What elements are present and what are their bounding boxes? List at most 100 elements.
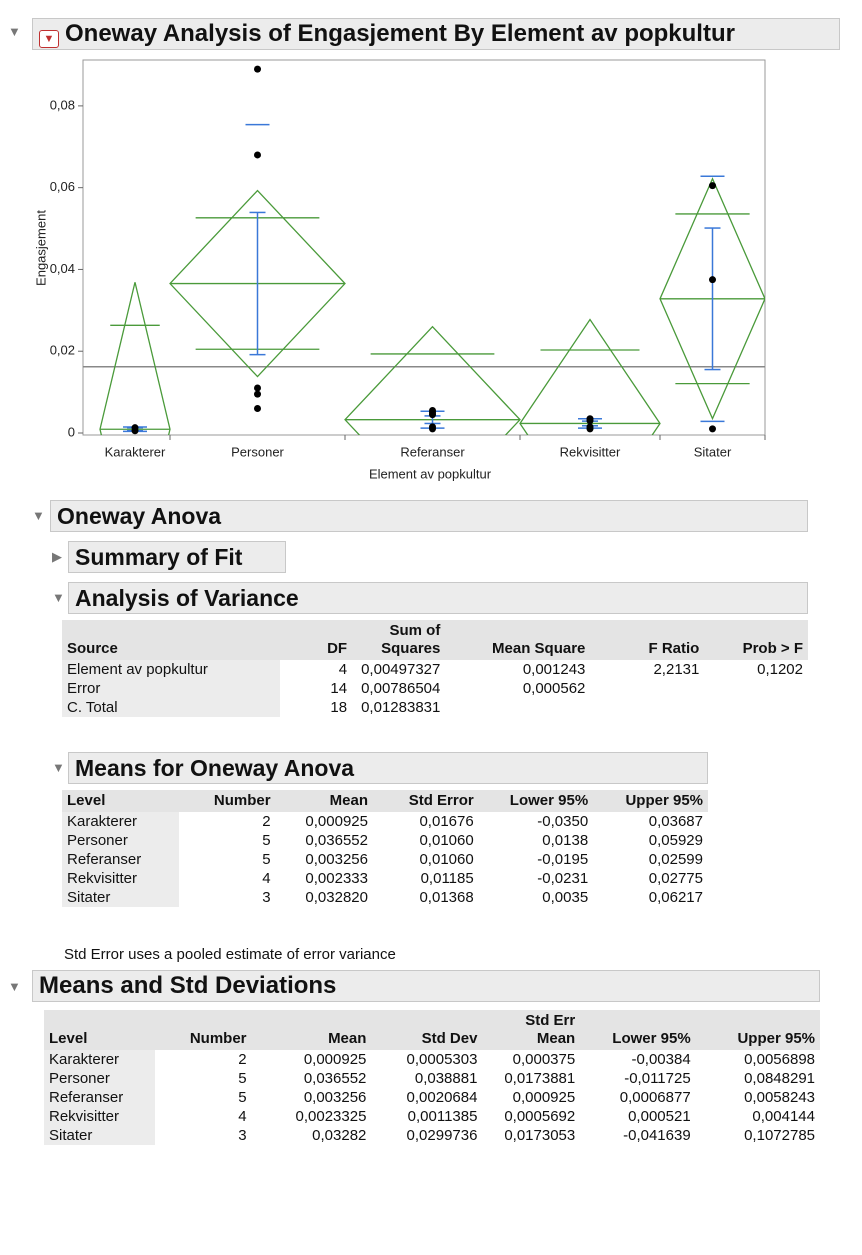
table-cell: Referanser: [62, 850, 179, 869]
data-point: [254, 65, 261, 73]
table-cell: 0,02775: [648, 870, 703, 887]
table-cell: 0,002333: [305, 870, 368, 887]
table-row: Personer 5 0,036552 0,038881 0,0173881 -0,011…: [44, 1069, 820, 1088]
table-cell: -0,0231: [537, 870, 589, 887]
x-tick-label: Rekvisitter: [560, 444, 621, 459]
table-cell: 5: [262, 832, 271, 849]
section-header: Oneway Anova: [50, 500, 808, 532]
table-cell: Sitater: [44, 1126, 156, 1145]
means-diamond: [519, 318, 661, 435]
table-cell: 3: [238, 1127, 247, 1144]
title-text: Oneway Analysis of Engasjement By Elemen…: [65, 20, 735, 47]
disclosure-icon[interactable]: ▼: [52, 590, 65, 605]
data-point: [586, 425, 594, 433]
table-row: Sitater 3 0,03282 0,0299736 0,0173053 -0,0416…: [44, 1126, 820, 1145]
column-header: Lower 95%: [580, 1010, 696, 1050]
table-row: Element av popkultur 4 0,00497327 0,001243 2…: [62, 660, 808, 679]
table-cell: 2,2131: [653, 661, 700, 678]
table-cell: 0,0035: [542, 889, 589, 906]
y-tick-label: 0,08: [50, 97, 75, 112]
section-title: Summary of Fit: [75, 544, 243, 570]
table-cell: 0,06217: [648, 889, 703, 906]
table-cell: 5: [262, 851, 271, 868]
table-cell: Karakterer: [44, 1050, 156, 1069]
column-header: Source: [62, 620, 280, 660]
column-header: Upper 95%: [695, 1010, 820, 1050]
table-cell: 0,1072785: [744, 1127, 815, 1144]
y-tick-label: 0: [68, 424, 75, 439]
section-title: Analysis of Variance: [75, 585, 299, 611]
table-cell: Referanser: [44, 1088, 156, 1107]
means-table: Level Number Mean Std Error Lower 95% Upper 9…: [62, 790, 708, 907]
table-cell: 0,003256: [303, 1089, 367, 1106]
column-header: Sum of Squares: [352, 620, 446, 660]
table-cell: Rekvisitter: [44, 1107, 156, 1126]
plot-frame: [82, 59, 766, 436]
disclosure-icon[interactable]: ▼: [52, 760, 65, 775]
table-row: C. Total 18 0,01283831: [62, 698, 808, 717]
table-cell: -0,011725: [624, 1070, 691, 1087]
data-point: [254, 404, 261, 412]
table-cell: 0,01060: [419, 851, 474, 868]
table-cell: 0,01368: [419, 889, 474, 906]
table-cell: 0,01283831: [361, 699, 441, 716]
table-cell: 0,0058243: [744, 1089, 815, 1106]
table-row: Rekvisitter 4 0,0023325 0,0011385 0,0005692 0…: [44, 1107, 820, 1126]
data-point: [254, 390, 261, 398]
table-cell: 14: [330, 680, 348, 697]
table-cell: -0,0350: [537, 813, 589, 830]
table-cell: [704, 698, 808, 717]
y-tick-label: 0,02: [50, 343, 75, 358]
data-point: [709, 425, 716, 433]
disclosure-icon[interactable]: ▼: [8, 979, 21, 994]
table-cell: 0,038881: [414, 1070, 478, 1087]
table-cell: 0,00497327: [361, 661, 441, 678]
anova-table: Source DF Sum of Squares Mean Square F Ratio…: [62, 620, 808, 717]
table-cell: [590, 698, 704, 717]
table-row: Karakterer 2 0,000925 0,0005303 0,000375 -0,0…: [44, 1050, 820, 1069]
menu-icon[interactable]: ▼: [39, 30, 59, 48]
column-header: Std Dev: [371, 1010, 483, 1050]
column-header: Number: [155, 1010, 252, 1050]
table-cell: 0,01060: [419, 832, 474, 849]
table-cell: 0,03282: [312, 1127, 367, 1144]
x-tick-label: Personer: [231, 444, 284, 459]
column-header: F Ratio: [590, 620, 705, 660]
disclosure-icon[interactable]: ▼: [8, 24, 21, 39]
table-cell: 0,0848291: [744, 1070, 815, 1087]
table-row: Rekvisitter 4 0,002333 0,01185 -0,0231 0,0277…: [62, 869, 708, 888]
table-cell: 5: [238, 1089, 247, 1106]
table-cell: 0,0138: [542, 832, 589, 849]
header-row: Level Number Mean Std Error Lower 95% Upper 9…: [62, 790, 708, 812]
header-row: Level Number Mean Std Dev Std Err Mean Lower …: [44, 1010, 820, 1050]
column-header: Level: [62, 790, 179, 812]
table-row: Karakterer 2 0,000925 0,01676 -0,0350 0,03687: [62, 812, 708, 831]
section-title: Means and Std Deviations: [39, 972, 337, 999]
table-row: Personer 5 0,036552 0,01060 0,0138 0,05929: [62, 831, 708, 850]
table-row: Referanser 5 0,003256 0,0020684 0,000925 0,00…: [44, 1088, 820, 1107]
table-cell: -0,0195: [537, 851, 589, 868]
data-point: [254, 151, 261, 159]
table-cell: Sitater: [62, 888, 179, 907]
disclosure-icon[interactable]: ▼: [32, 508, 45, 523]
x-tick-label: Sitater: [694, 444, 732, 459]
disclosure-icon[interactable]: ▶: [52, 549, 62, 564]
y-tick-label: 0,06: [50, 179, 75, 194]
section-title: Oneway Anova: [57, 503, 222, 529]
table-row: Error 14 0,00786504 0,000562: [62, 679, 808, 698]
table-cell: 0,003256: [305, 851, 368, 868]
x-tick-label: Karakterer: [105, 444, 166, 459]
table-cell: 0,036552: [303, 1070, 367, 1087]
data-point: [429, 425, 436, 433]
y-tick-label: 0,04: [50, 261, 75, 276]
y-axis-title: Engasjement: [33, 210, 48, 286]
table-cell: 0,03687: [648, 813, 703, 830]
data-point: [131, 427, 139, 435]
report-title: ▼ Oneway Analysis of Engasjement By Eleme…: [32, 18, 840, 50]
x-axis-title: Element av popkultur: [369, 466, 492, 481]
table-cell: 0,0011385: [407, 1108, 478, 1125]
table-cell: -0,00384: [631, 1051, 691, 1068]
table-cell: 0,000562: [522, 680, 586, 697]
column-header: Std Error: [372, 790, 479, 812]
